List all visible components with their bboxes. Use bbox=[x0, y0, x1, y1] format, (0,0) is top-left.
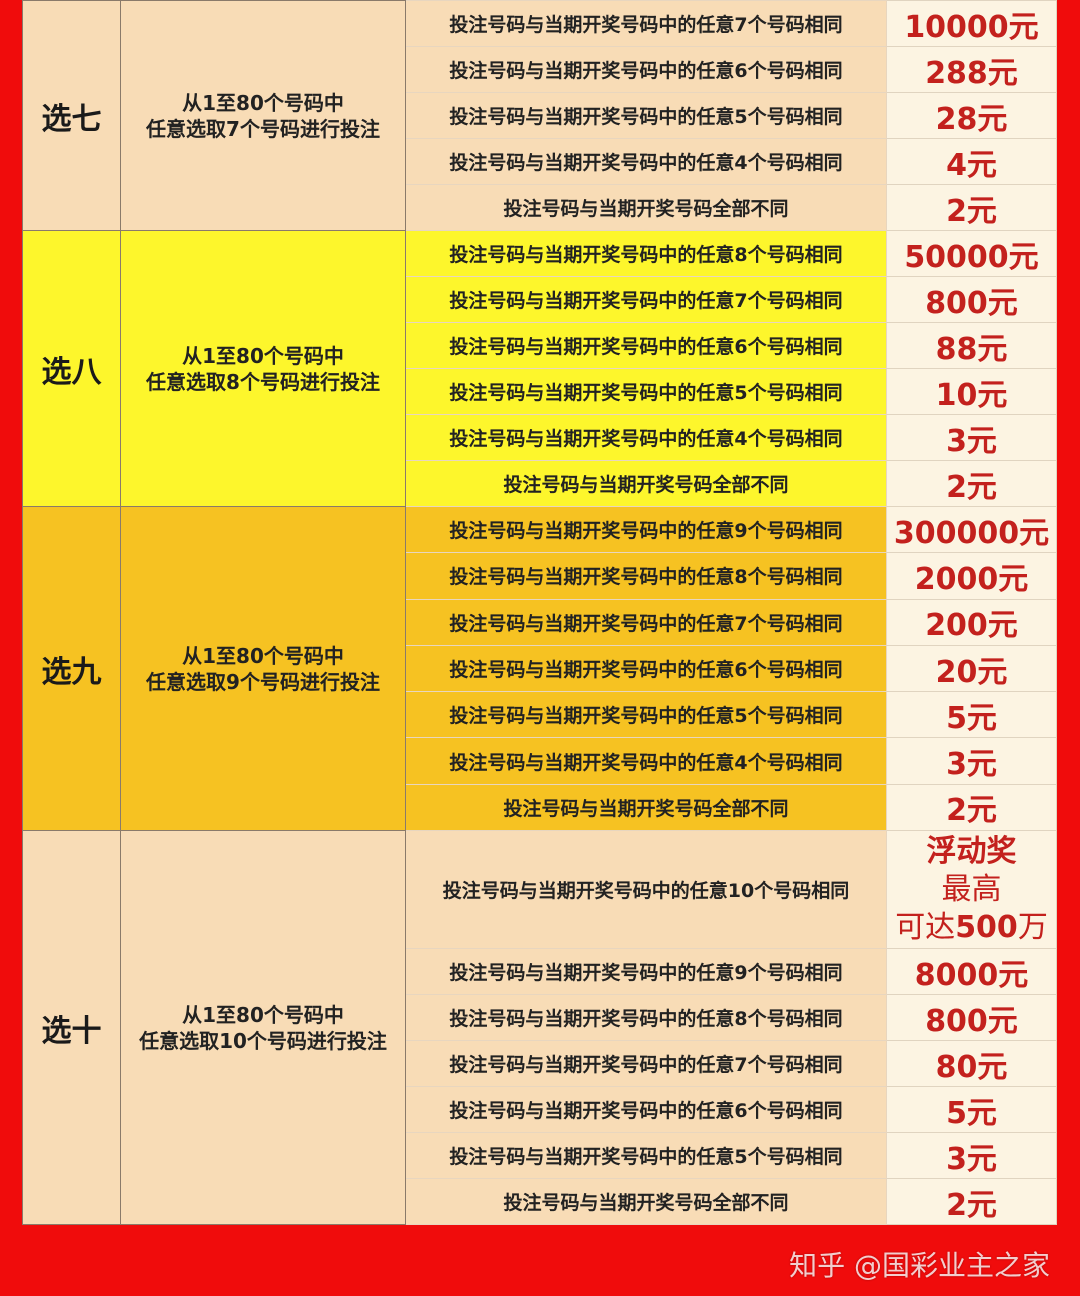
table-row: 选十 从1至80个号码中 任意选取10个号码进行投注 投注号码与当期开奖号码中的任意1… bbox=[22, 830, 1057, 1226]
win-condition: 投注号码与当期开奖号码中的任意4个号码相同 bbox=[405, 414, 887, 461]
rule-line: 从1至80个号码中 bbox=[182, 343, 344, 368]
table-row: 投注号码与当期开奖号码中的任意8个号码相同 2000元 bbox=[23, 552, 1057, 600]
win-condition: 投注号码与当期开奖号码中的任意10个号码相同 bbox=[405, 830, 887, 950]
table-row: 投注号码与当期开奖号码中的任意5个号码相同 3元 bbox=[23, 1132, 1057, 1180]
prize-amount: 2元 bbox=[886, 783, 1057, 832]
table-row: 投注号码与当期开奖号码全部不同 2元 bbox=[23, 783, 1057, 832]
table-row: 投注号码与当期开奖号码中的任意6个号码相同 288元 bbox=[23, 46, 1057, 93]
win-condition: 投注号码与当期开奖号码中的任意6个号码相同 bbox=[405, 46, 887, 93]
prize-table: 选七 从1至80个号码中 任意选取7个号码进行投注 投注号码与当期开奖号码中的任意7个… bbox=[22, 0, 1057, 1226]
rule-line: 任意选取10个号码进行投注 bbox=[139, 1028, 387, 1053]
prize-amount: 浮动奖 最高 可达500万 bbox=[886, 830, 1057, 950]
prize-max-label: 最高 bbox=[941, 871, 1002, 907]
prize-amount: 10000元 bbox=[886, 0, 1057, 47]
win-condition: 投注号码与当期开奖号码中的任意7个号码相同 bbox=[405, 598, 887, 646]
prize-amount: 5元 bbox=[886, 691, 1057, 739]
win-condition: 投注号码与当期开奖号码中的任意8个号码相同 bbox=[405, 552, 887, 600]
play-rule: 从1至80个号码中 任意选取7个号码进行投注 bbox=[120, 0, 406, 231]
prize-amount: 28元 bbox=[886, 92, 1057, 139]
win-condition: 投注号码与当期开奖号码全部不同 bbox=[405, 783, 887, 832]
win-condition: 投注号码与当期开奖号码中的任意5个号码相同 bbox=[405, 368, 887, 415]
prize-amount: 3元 bbox=[886, 414, 1057, 461]
table-row: 投注号码与当期开奖号码中的任意7个号码相同 200元 bbox=[23, 598, 1057, 646]
table-row: 投注号码与当期开奖号码中的任意7个号码相同 80元 bbox=[23, 1040, 1057, 1088]
win-condition: 投注号码与当期开奖号码中的任意6个号码相同 bbox=[405, 644, 887, 693]
win-condition: 投注号码与当期开奖号码全部不同 bbox=[405, 460, 887, 507]
prize-amount: 50000元 bbox=[886, 230, 1057, 277]
prize-amount: 2元 bbox=[886, 1178, 1057, 1226]
prize-amount: 88元 bbox=[886, 322, 1057, 369]
prize-amount: 8000元 bbox=[886, 948, 1057, 996]
prize-amount: 2元 bbox=[886, 184, 1057, 231]
play-rule: 从1至80个号码中 任意选取8个号码进行投注 bbox=[120, 230, 406, 507]
win-condition: 投注号码与当期开奖号码中的任意7个号码相同 bbox=[405, 1040, 887, 1088]
win-condition: 投注号码与当期开奖号码中的任意9个号码相同 bbox=[405, 948, 887, 996]
watermark: 知乎 @国彩业主之家 bbox=[789, 1249, 1050, 1282]
prize-amount: 20元 bbox=[886, 644, 1057, 693]
win-condition: 投注号码与当期开奖号码全部不同 bbox=[405, 1178, 887, 1226]
table-row: 投注号码与当期开奖号码中的任意4个号码相同 3元 bbox=[23, 414, 1057, 461]
prize-amount: 2000元 bbox=[886, 552, 1057, 600]
table-row: 投注号码与当期开奖号码中的任意6个号码相同 20元 bbox=[23, 644, 1057, 693]
prize-amount: 300000元 bbox=[886, 505, 1057, 554]
table-row: 选九 从1至80个号码中 任意选取9个号码进行投注 投注号码与当期开奖号码中的任意9个… bbox=[22, 505, 1057, 832]
table-row: 投注号码与当期开奖号码中的任意4个号码相同 3元 bbox=[23, 737, 1057, 785]
prize-amount: 4元 bbox=[886, 138, 1057, 185]
play-type: 选八 bbox=[22, 230, 121, 507]
prize-amount: 80元 bbox=[886, 1040, 1057, 1088]
win-condition: 投注号码与当期开奖号码中的任意8个号码相同 bbox=[405, 230, 887, 277]
win-condition: 投注号码与当期开奖号码中的任意5个号码相同 bbox=[405, 92, 887, 139]
table-row: 投注号码与当期开奖号码中的任意7个号码相同 800元 bbox=[23, 276, 1057, 323]
prize-max-value: 可达500万 bbox=[895, 909, 1048, 945]
table-row: 投注号码与当期开奖号码全部不同 2元 bbox=[23, 184, 1057, 231]
win-condition: 投注号码与当期开奖号码中的任意5个号码相同 bbox=[405, 1132, 887, 1180]
win-condition: 投注号码与当期开奖号码中的任意7个号码相同 bbox=[405, 276, 887, 323]
play-rule: 从1至80个号码中 任意选取9个号码进行投注 bbox=[120, 505, 406, 832]
prize-amount: 3元 bbox=[886, 737, 1057, 785]
play-type: 选七 bbox=[22, 0, 121, 231]
table-row: 投注号码与当期开奖号码中的任意9个号码相同 8000元 bbox=[23, 948, 1057, 996]
prize-amount: 5元 bbox=[886, 1086, 1057, 1134]
table-row: 投注号码与当期开奖号码中的任意5个号码相同 5元 bbox=[23, 691, 1057, 739]
rule-line: 任意选取9个号码进行投注 bbox=[146, 669, 380, 694]
rule-line: 从1至80个号码中 bbox=[182, 90, 344, 115]
table-row: 选八 从1至80个号码中 任意选取8个号码进行投注 投注号码与当期开奖号码中的任意8个… bbox=[22, 230, 1057, 507]
table-row: 投注号码与当期开奖号码中的任意4个号码相同 4元 bbox=[23, 138, 1057, 185]
win-condition: 投注号码与当期开奖号码中的任意6个号码相同 bbox=[405, 1086, 887, 1134]
prize-table-container: 选七 从1至80个号码中 任意选取7个号码进行投注 投注号码与当期开奖号码中的任意7个… bbox=[22, 0, 1057, 1226]
prize-amount: 2元 bbox=[886, 460, 1057, 507]
rule-line: 从1至80个号码中 bbox=[182, 1002, 344, 1027]
table-row: 选七 从1至80个号码中 任意选取7个号码进行投注 投注号码与当期开奖号码中的任意7个… bbox=[22, 0, 1057, 231]
play-rule: 从1至80个号码中 任意选取10个号码进行投注 bbox=[120, 830, 406, 1226]
prize-amount: 800元 bbox=[886, 994, 1057, 1042]
prize-amount: 288元 bbox=[886, 46, 1057, 93]
table-row: 投注号码与当期开奖号码全部不同 2元 bbox=[23, 1178, 1057, 1226]
table-row: 投注号码与当期开奖号码中的任意6个号码相同 88元 bbox=[23, 322, 1057, 369]
prize-amount: 10元 bbox=[886, 368, 1057, 415]
win-condition: 投注号码与当期开奖号码中的任意5个号码相同 bbox=[405, 691, 887, 739]
win-condition: 投注号码与当期开奖号码中的任意6个号码相同 bbox=[405, 322, 887, 369]
win-condition: 投注号码与当期开奖号码中的任意4个号码相同 bbox=[405, 138, 887, 185]
prize-amount: 200元 bbox=[886, 598, 1057, 646]
win-condition: 投注号码与当期开奖号码中的任意8个号码相同 bbox=[405, 994, 887, 1042]
win-condition: 投注号码与当期开奖号码中的任意7个号码相同 bbox=[405, 0, 887, 47]
play-type: 选九 bbox=[22, 505, 121, 832]
rule-line: 任意选取7个号码进行投注 bbox=[146, 116, 380, 141]
win-condition: 投注号码与当期开奖号码全部不同 bbox=[405, 184, 887, 231]
win-condition: 投注号码与当期开奖号码中的任意9个号码相同 bbox=[405, 505, 887, 554]
win-condition: 投注号码与当期开奖号码中的任意4个号码相同 bbox=[405, 737, 887, 785]
rule-line: 任意选取8个号码进行投注 bbox=[146, 369, 380, 394]
table-row: 投注号码与当期开奖号码全部不同 2元 bbox=[23, 460, 1057, 507]
table-row: 投注号码与当期开奖号码中的任意5个号码相同 10元 bbox=[23, 368, 1057, 415]
prize-float-label: 浮动奖 bbox=[926, 833, 1017, 869]
rule-line: 从1至80个号码中 bbox=[182, 643, 344, 668]
play-type: 选十 bbox=[22, 830, 121, 1226]
prize-amount: 800元 bbox=[886, 276, 1057, 323]
prize-amount: 3元 bbox=[886, 1132, 1057, 1180]
table-row: 投注号码与当期开奖号码中的任意5个号码相同 28元 bbox=[23, 92, 1057, 139]
table-row: 投注号码与当期开奖号码中的任意6个号码相同 5元 bbox=[23, 1086, 1057, 1134]
